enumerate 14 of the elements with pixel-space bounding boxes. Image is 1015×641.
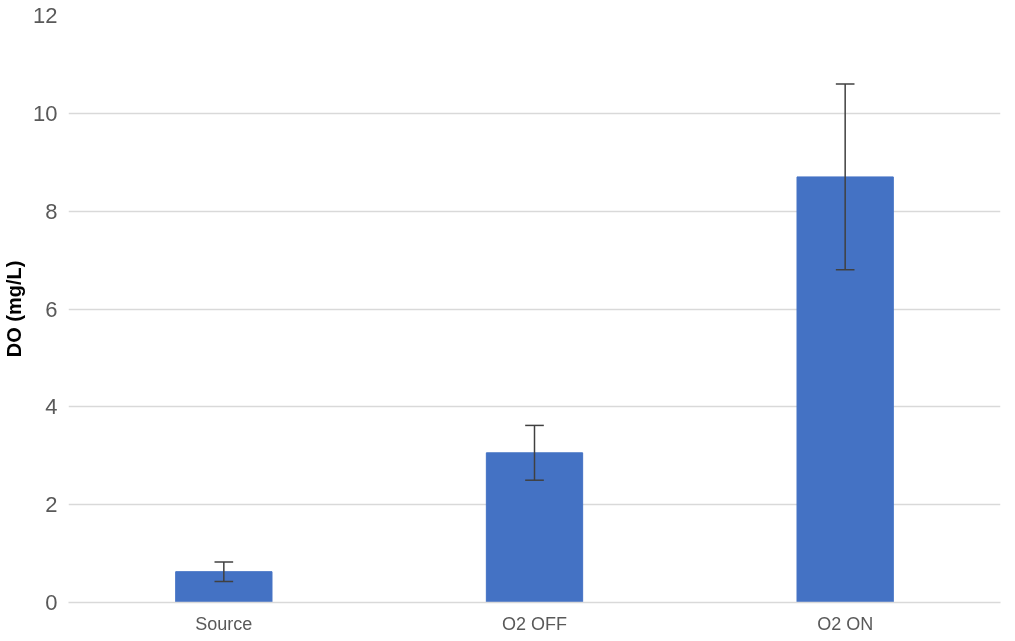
y-tick-label: 8 — [45, 198, 58, 224]
bar — [485, 452, 584, 603]
y-tick-label: 6 — [45, 296, 58, 322]
bar — [175, 571, 273, 603]
x-tick-label: O2 OFF — [502, 613, 568, 634]
y-tick-label: 0 — [45, 590, 58, 615]
y-tick-label: 2 — [45, 492, 58, 518]
y-tick-label: 12 — [33, 3, 58, 28]
y-tick-label: 10 — [33, 100, 58, 126]
x-tick-label: Source — [195, 613, 253, 634]
bar — [796, 176, 894, 603]
x-tick-label: O2 ON — [817, 613, 874, 634]
y-axis-title: DO (mg/L) — [3, 260, 26, 358]
y-tick-label: 4 — [45, 394, 58, 420]
